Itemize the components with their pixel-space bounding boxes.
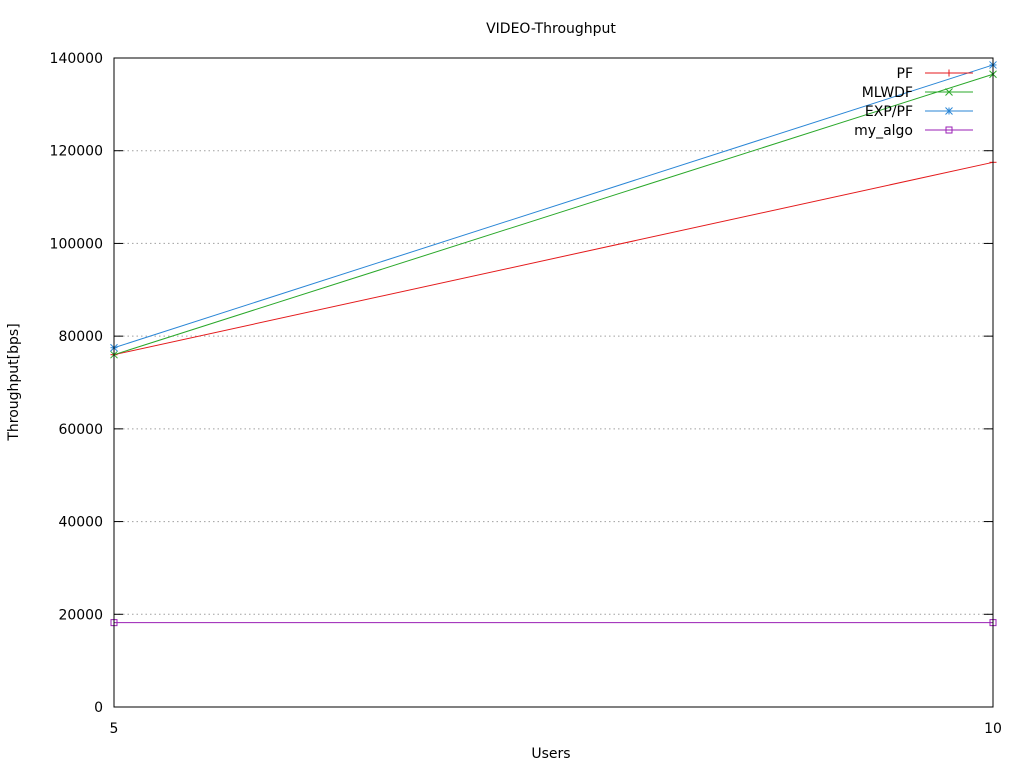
legend-label: EXP/PF xyxy=(865,104,913,120)
legend: PF MLWDF EXP/PF my_algo xyxy=(854,66,973,139)
legend-marker xyxy=(945,69,953,77)
y-axis-label: Throughput[bps] xyxy=(6,323,22,441)
legend-marker xyxy=(945,126,953,134)
y-tick-label: 0 xyxy=(94,700,103,716)
y-tick-label: 60000 xyxy=(58,422,103,438)
y-tick-label: 140000 xyxy=(50,51,103,67)
legend-label: MLWDF xyxy=(862,85,913,101)
series-line-mlwdf xyxy=(113,73,994,356)
legend-label: PF xyxy=(897,66,914,82)
grid xyxy=(114,150,993,615)
legend-marker xyxy=(945,88,953,96)
x-tick-label: 5 xyxy=(110,721,119,737)
y-tick-label: 40000 xyxy=(58,515,103,531)
legend-label: my_algo xyxy=(854,123,913,139)
y-tick-label: 80000 xyxy=(58,329,103,345)
series-group xyxy=(110,61,997,627)
plot-frame xyxy=(113,57,994,708)
x-axis-label: Users xyxy=(531,746,570,762)
series-line-pf xyxy=(113,161,994,356)
legend-marker xyxy=(945,107,953,115)
ticks: 0 20000 40000 60000 80000 100000 120000 140000 5… xyxy=(50,51,1002,737)
x-tick-label: 10 xyxy=(984,721,1002,737)
chart-title: VIDEO-Throughput xyxy=(486,21,616,37)
y-tick-label: 20000 xyxy=(58,607,103,623)
y-tick-label: 120000 xyxy=(50,144,103,160)
y-tick-label: 100000 xyxy=(50,236,103,252)
series-line-exp-pf xyxy=(113,64,994,349)
